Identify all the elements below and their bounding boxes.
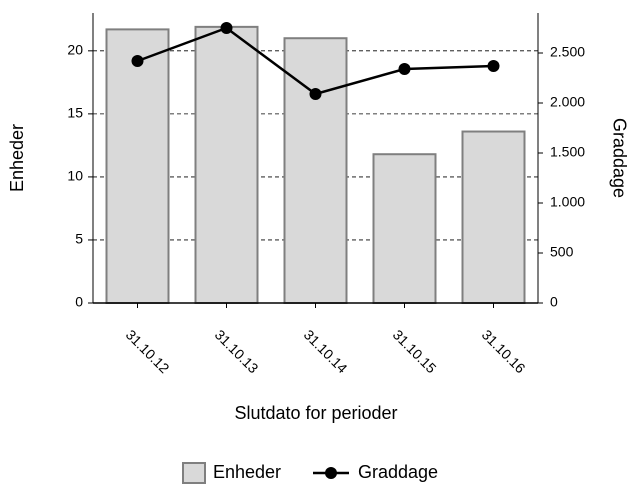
- y2-tick-label: 1.500: [550, 144, 585, 160]
- bar: [283, 37, 348, 305]
- y2-tick-label: 500: [550, 244, 574, 260]
- legend-label: Graddage: [358, 462, 438, 482]
- bar: [372, 153, 437, 304]
- x-tick-label: 31.10.12: [123, 326, 173, 376]
- y2-tick-label: 2.500: [550, 44, 585, 60]
- x-tick-label: 31.10.15: [390, 326, 440, 376]
- legend-marker: [325, 467, 337, 479]
- line-marker: [309, 88, 322, 100]
- line-marker: [398, 63, 411, 75]
- line-marker: [487, 60, 500, 72]
- y2-tick-label: 0: [550, 294, 558, 310]
- x-axis-title: Slutdato for perioder: [234, 403, 397, 423]
- bar: [194, 25, 259, 304]
- y2-axis-title: Graddage: [609, 118, 629, 198]
- x-tick-label: 31.10.16: [479, 326, 529, 376]
- line-marker: [131, 55, 144, 67]
- bar: [461, 130, 526, 304]
- legend-swatch: [182, 462, 206, 484]
- y-tick-label: 15: [67, 105, 83, 121]
- y2-tick-label: 1.000: [550, 194, 585, 210]
- y-tick-label: 10: [67, 168, 83, 184]
- bar: [105, 28, 170, 305]
- y-tick-label: 5: [75, 231, 83, 247]
- x-tick-label: 31.10.13: [212, 326, 262, 376]
- legend-label: Enheder: [213, 462, 281, 482]
- x-tick-label: 31.10.14: [301, 326, 351, 376]
- line-marker: [220, 22, 233, 34]
- y-axis-title: Enheder: [7, 124, 27, 192]
- y-tick-label: 0: [75, 294, 83, 310]
- y-tick-label: 20: [67, 42, 83, 58]
- y2-tick-label: 2.000: [550, 94, 585, 110]
